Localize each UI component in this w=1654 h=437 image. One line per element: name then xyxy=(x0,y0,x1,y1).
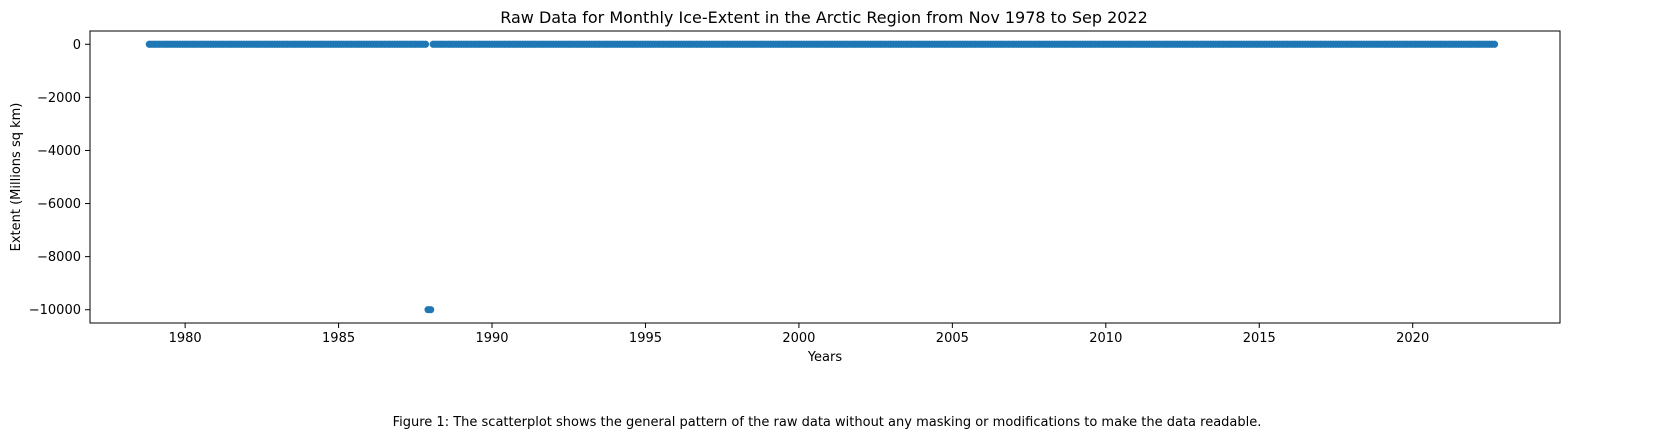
x-tick-label: 1985 xyxy=(322,331,355,346)
data-point xyxy=(421,40,430,48)
y-tick-label: −8000 xyxy=(37,250,81,265)
y-tick-label: −6000 xyxy=(37,197,81,212)
outlier-point xyxy=(427,306,435,314)
data-points xyxy=(145,40,1499,314)
chart-title: Raw Data for Monthly Ice-Extent in the A… xyxy=(500,8,1148,27)
plot-area-frame xyxy=(89,30,1561,324)
x-axis-ticks: 1980 1985 1990 1995 2000 2005 2010 2015 2020 xyxy=(169,323,1429,346)
x-tick-label: 1990 xyxy=(475,331,508,346)
x-tick-label: 2000 xyxy=(782,331,815,346)
y-tick-label: −4000 xyxy=(37,144,81,159)
x-tick-label: 2010 xyxy=(1089,331,1122,346)
x-tick-label: 1980 xyxy=(169,331,202,346)
x-axis-label: Years xyxy=(807,350,843,365)
x-tick-label: 2020 xyxy=(1396,331,1429,346)
y-tick-label: 0 xyxy=(73,38,81,53)
x-tick-label: 2005 xyxy=(936,331,969,346)
data-point xyxy=(1490,40,1499,48)
x-tick-label: 1995 xyxy=(629,331,662,346)
figure-caption: Figure 1: The scatterplot shows the gene… xyxy=(392,415,1262,430)
y-axis-ticks: 0 −2000 −4000 −6000 −8000 −10000 xyxy=(29,38,90,318)
y-tick-label: −2000 xyxy=(37,91,81,106)
y-tick-label: −10000 xyxy=(29,303,81,318)
y-axis-label: Extent (Millions sq km) xyxy=(9,103,24,252)
x-tick-label: 2015 xyxy=(1243,331,1276,346)
scatter-chart: Raw Data for Monthly Ice-Extent in the A… xyxy=(9,8,1561,365)
